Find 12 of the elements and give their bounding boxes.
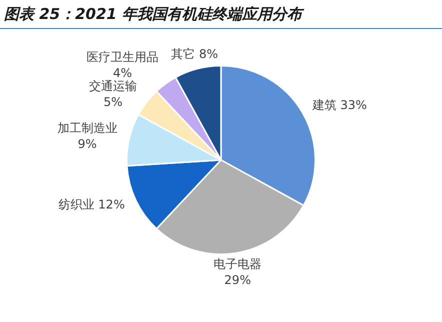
data-label: 5%: [104, 95, 123, 110]
slice-label: 交通运输: [89, 79, 138, 94]
data-label: 9%: [78, 136, 97, 151]
slice-label: 医疗卫生用品: [86, 50, 159, 64]
slice-label: 电子电器: [214, 257, 262, 272]
data-label: 29%: [224, 273, 251, 288]
slice-label: 加工制造业: [57, 120, 118, 135]
slice-label: 其它 8%: [171, 47, 218, 62]
slice-label: 纺织业 12%: [58, 197, 125, 212]
chart-title: 图表 25：2021 年我国有机硅终端应用分布: [0, 0, 442, 29]
data-label: 4%: [113, 66, 132, 80]
slice-label: 建筑 33%: [311, 98, 367, 112]
